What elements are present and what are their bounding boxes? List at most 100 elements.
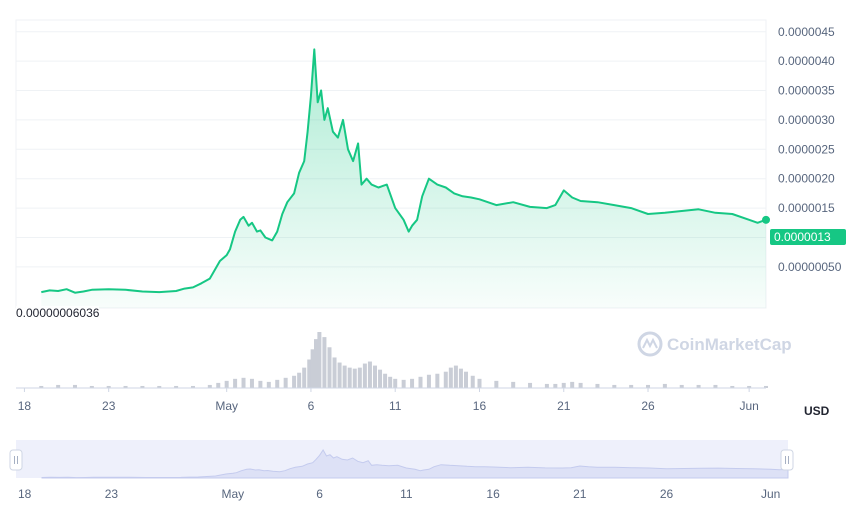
volume-bar [314,339,318,388]
volume-bar [89,385,94,388]
navigator-x-tick-label: 26 [660,487,674,501]
navigator-x-tick-label: 23 [105,487,119,501]
volume-bar [528,382,533,388]
volume-bar [561,382,566,388]
volume-bar [662,383,667,388]
volume-bar [612,384,617,388]
volume-bar [696,384,701,388]
x-tick-label: 23 [102,399,116,413]
y-tick-label: 0.00000050 [778,260,842,274]
navigator-x-tick-label: 11 [400,487,413,501]
volume-bar [443,371,448,388]
y-tick-label: 0.0000040 [778,54,835,68]
volume-bar [174,385,179,388]
volume-bar [157,385,162,388]
volume-bar [190,385,195,388]
volume-bar [224,380,229,388]
volume-bar [241,377,246,388]
volume-bar [544,383,549,388]
x-axis-ticks: 18 23 May 6 11 16 21 26 Jun [16,387,766,413]
navigator-x-tick-label: 16 [486,487,500,501]
volume-bar [327,347,332,388]
volume-bar [418,376,423,388]
volume-bar [322,337,327,388]
volume-bar [388,376,393,388]
volume-bar [511,381,516,388]
volume-bar [494,380,499,388]
volume-bar [367,361,372,388]
y-tick-label: 0.0000025 [778,142,835,156]
volume-bar [453,365,458,388]
volume-bar [713,384,718,388]
volume-bar [393,378,398,388]
x-tick-label: 21 [557,399,571,413]
volume-bar [470,375,475,388]
volume-bar [56,384,61,388]
volume-bar [275,379,280,388]
volume-bar [207,384,212,388]
volume-bar [458,368,463,388]
x-tick-label: Jun [739,399,758,413]
volume-bar [357,367,362,388]
volume-bar [347,367,352,388]
volume-bar [730,385,735,388]
watermark: CoinMarketCap [637,331,792,357]
navigator-x-tick-label: Jun [761,487,780,501]
volume-bar [570,381,575,388]
volume-bar [646,384,651,388]
volume-bar [352,368,357,388]
volume-bar [435,373,440,388]
volume-bar [378,369,383,388]
volume-bar [337,362,342,388]
navigator-left-handle[interactable] [9,449,23,471]
volume-bar [362,363,367,388]
price-chart[interactable]: 0.0000045 0.0000040 0.0000035 0.0000030 0.00… [0,0,854,430]
x-tick-label: 18 [18,399,32,413]
volume-bar [464,371,468,388]
volume-bar [477,378,482,388]
volume-bar [140,385,145,388]
navigator-x-ticks: 18 23 May 6 11 16 21 26 Jun [18,487,780,501]
navigator-x-tick-label: May [222,487,245,501]
volume-bar [578,382,583,388]
volume-bar [332,357,337,388]
y-tick-label: 0.0000020 [778,172,835,186]
x-tick-label: 6 [308,399,315,413]
volume-bar [553,383,558,388]
volume-bar [216,382,221,388]
price-line [41,48,767,294]
x-tick-label: May [215,399,238,413]
last-price-dot [762,215,770,224]
volume-bar [123,385,128,388]
volume-bar [764,385,768,388]
volume-bars [39,332,768,388]
y-tick-label: 0.0000015 [778,201,835,215]
volume-bar [426,374,431,388]
navigator-x-tick-label: 21 [573,487,587,501]
volume-bar [297,372,302,388]
volume-bar [679,384,684,388]
volume-bar [410,378,415,388]
range-navigator[interactable]: 18 23 May 6 11 16 21 26 Jun [0,430,854,512]
volume-bar [372,365,377,388]
volume-bar [629,384,634,388]
navigator-right-handle[interactable] [780,449,794,471]
volume-bar [233,378,238,388]
navigator-area [41,449,789,479]
watermark-text: CoinMarketCap [667,335,792,354]
navigator-x-tick-label: 6 [316,487,323,501]
min-price-label: 0.00000006036 [16,306,100,320]
volume-bar [595,383,600,388]
volume-bar [39,385,44,388]
volume-bar [747,385,752,388]
price-area [41,49,767,309]
volume-bar [307,359,312,388]
volume-bar [258,380,263,388]
volume-bar [310,349,315,388]
volume-bar [106,385,111,388]
volume-bar [249,378,254,388]
volume-bar [283,377,288,388]
volume-bar [72,384,77,388]
volume-bar [448,367,453,388]
last-price-badge: 0.0000013 [770,229,846,245]
